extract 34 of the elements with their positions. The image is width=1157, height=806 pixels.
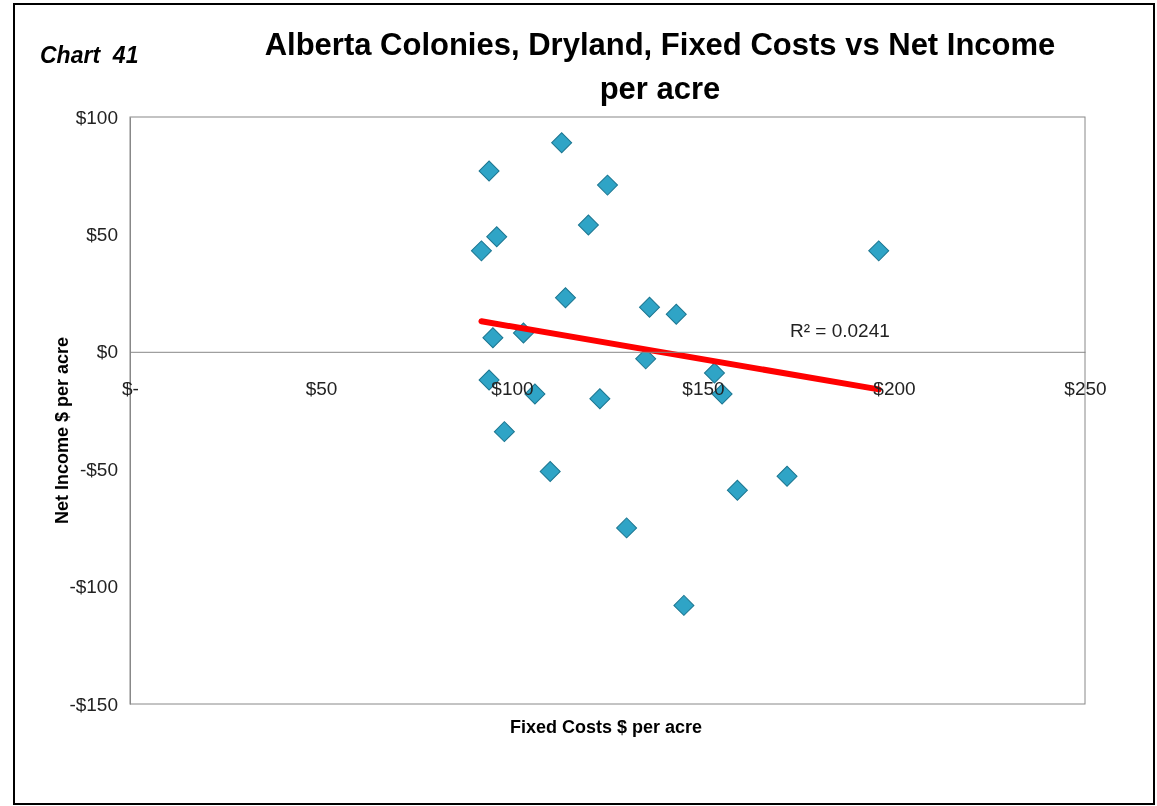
point bbox=[539, 461, 561, 483]
point bbox=[482, 327, 504, 349]
x-tick-label: $50 bbox=[305, 378, 338, 400]
point bbox=[776, 465, 798, 487]
point bbox=[868, 240, 890, 262]
x-tick-label: $250 bbox=[1064, 378, 1107, 400]
point bbox=[639, 296, 661, 318]
point bbox=[478, 160, 500, 182]
caption: Chart 41 bbox=[40, 42, 139, 68]
y-tick-label: -$50 bbox=[79, 458, 118, 480]
point bbox=[597, 174, 618, 196]
y-tick-label: -$100 bbox=[69, 576, 118, 598]
point bbox=[616, 517, 638, 539]
x-tick-label: $- bbox=[122, 378, 139, 400]
point bbox=[726, 479, 748, 501]
point bbox=[554, 287, 576, 309]
x-axis-title: Fixed Costs $ per acre bbox=[509, 717, 703, 737]
y-tick-label: -$150 bbox=[69, 693, 118, 715]
point bbox=[486, 226, 508, 248]
point bbox=[589, 388, 611, 410]
point bbox=[673, 594, 695, 616]
annotation: R² = 0.0241 bbox=[790, 320, 890, 341]
y-tick-label: $100 bbox=[75, 106, 118, 128]
point bbox=[577, 214, 599, 236]
chart-title: Alberta Colonies, Dryland, Fixed Costs vs Net Income per acre bbox=[264, 27, 1056, 106]
x-tick-label: $200 bbox=[873, 378, 916, 400]
y-tick-label: $50 bbox=[86, 223, 118, 245]
y-axis-title: Net Income $ per acre bbox=[52, 336, 72, 525]
y-tick-label: $0 bbox=[96, 341, 118, 363]
point bbox=[665, 303, 687, 325]
point bbox=[493, 421, 515, 443]
point bbox=[703, 362, 725, 384]
point bbox=[551, 132, 573, 154]
point bbox=[470, 240, 492, 262]
